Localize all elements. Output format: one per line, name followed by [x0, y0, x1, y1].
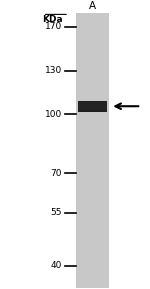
- Text: 100: 100: [45, 110, 62, 119]
- Text: 70: 70: [50, 169, 62, 178]
- Bar: [78, 101, 107, 112]
- Bar: [78, 102, 107, 110]
- Text: A: A: [89, 1, 96, 11]
- Text: 130: 130: [45, 66, 62, 75]
- Text: 170: 170: [45, 22, 62, 31]
- Bar: [76, 13, 109, 288]
- Text: 55: 55: [50, 208, 62, 218]
- Text: 40: 40: [50, 261, 62, 270]
- Text: KDa: KDa: [43, 15, 63, 24]
